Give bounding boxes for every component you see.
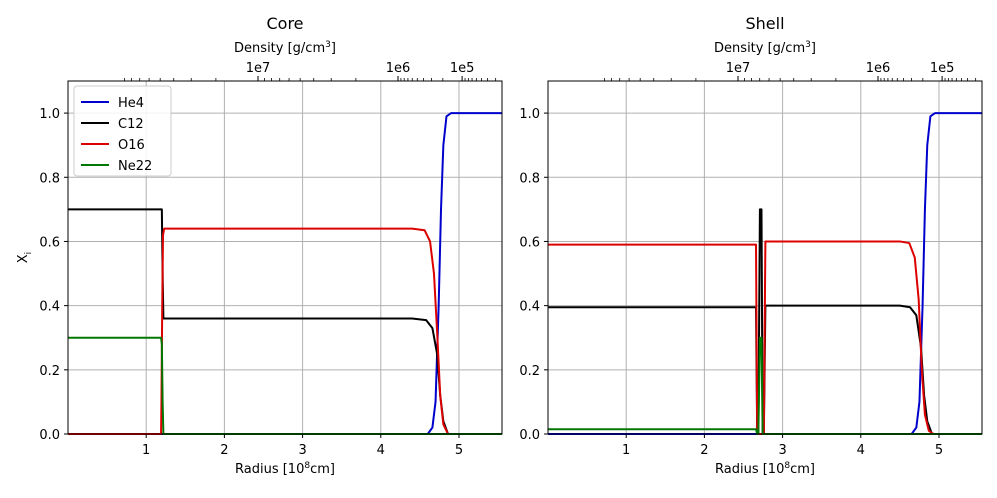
- panel-shell: 1 2 3 4 5 0.0 0.2 0.4 0.6 0.8 1.0 1e7 1e6 1e5 Density …: [519, 14, 983, 477]
- x-axis-label: Radius [108cm]: [715, 461, 815, 477]
- top-tick-label: 1e7: [726, 61, 751, 76]
- top-axis-label-text: Density [g/cm: [234, 41, 325, 56]
- legend-label-o16: O16: [118, 138, 145, 153]
- legend-label-c12: C12: [118, 117, 144, 132]
- x-axis-label-sup: 8: [784, 461, 790, 471]
- y-tick-label: 0.0: [39, 428, 60, 443]
- x-axis-label-sup: 8: [304, 461, 310, 471]
- x-axis-label-text: Radius [10: [715, 462, 784, 477]
- top-tick-label: 1e5: [930, 61, 955, 76]
- series-line-o16: [68, 227, 502, 435]
- panel-core: 1 2 3 4 5 0.0 0.2 0.4 0.6 0.8 1.0 1e7 1e6 1e5 Density …: [16, 14, 503, 477]
- y-tick-label: 1.0: [519, 107, 540, 122]
- x-tick-label: 2: [700, 443, 708, 458]
- x-axis-label-tail: cm]: [790, 462, 815, 477]
- y-tick-label: 0.2: [39, 364, 60, 379]
- legend-box: [73, 85, 172, 177]
- series-group: [548, 112, 982, 435]
- x-tick-label: 3: [298, 443, 306, 458]
- plot-frame: [547, 80, 983, 435]
- x-tick-label: 1: [622, 443, 630, 458]
- series-line-he4: [68, 112, 502, 435]
- legend-label-he4: He4: [118, 96, 144, 111]
- y-tick-label: 0.2: [519, 364, 540, 379]
- top-axis-label-sup: 3: [325, 40, 331, 50]
- y-axis-label-text: X: [16, 254, 31, 263]
- x-tick-label: 5: [935, 443, 943, 458]
- legend-label-ne22: Ne22: [118, 159, 152, 174]
- y-tick-label: 0.4: [519, 300, 540, 315]
- top-tick-label: 1e7: [246, 61, 271, 76]
- x-tick-label: 4: [857, 443, 865, 458]
- x-tick-label: 3: [778, 443, 786, 458]
- plot-frame: [67, 80, 503, 435]
- top-tick-label: 1e6: [386, 61, 411, 76]
- top-axis-label: Density [g/cm3]: [714, 40, 816, 56]
- y-tick-label: 0.8: [519, 171, 540, 186]
- y-tick-label: 0.8: [39, 171, 60, 186]
- y-tick-label: 0.0: [519, 428, 540, 443]
- x-axis-label: Radius [108cm]: [235, 461, 335, 477]
- top-tick-label: 1e5: [450, 61, 475, 76]
- y-axis-label-sub: i: [24, 252, 34, 255]
- x-axis-label-tail: cm]: [310, 462, 335, 477]
- y-tick-label: 0.6: [39, 235, 60, 250]
- y-tick-label: 0.4: [39, 300, 60, 315]
- panel-title: Shell: [745, 14, 784, 33]
- y-axis-label: Xi: [16, 252, 34, 263]
- series-line-o16: [548, 240, 982, 435]
- x-tick-label: 1: [142, 443, 150, 458]
- panel-title: Core: [266, 14, 303, 33]
- series-line-he4: [548, 112, 982, 435]
- top-axis-label-text: Density [g/cm: [714, 41, 805, 56]
- top-axis-label-tail: ]: [331, 41, 336, 56]
- y-tick-label: 0.6: [519, 235, 540, 250]
- legend: He4 C12 O16 Ne22: [73, 85, 172, 177]
- top-tick-label: 1e6: [866, 61, 891, 76]
- x-tick-label: 2: [220, 443, 228, 458]
- top-axis-label-sup: 3: [805, 40, 811, 50]
- x-axis-label-text: Radius [10: [235, 462, 304, 477]
- x-tick-label: 4: [377, 443, 385, 458]
- x-tick-label: 5: [455, 443, 463, 458]
- top-axis-label-tail: ]: [811, 41, 816, 56]
- top-axis-label: Density [g/cm3]: [234, 40, 336, 56]
- y-tick-label: 1.0: [39, 107, 60, 122]
